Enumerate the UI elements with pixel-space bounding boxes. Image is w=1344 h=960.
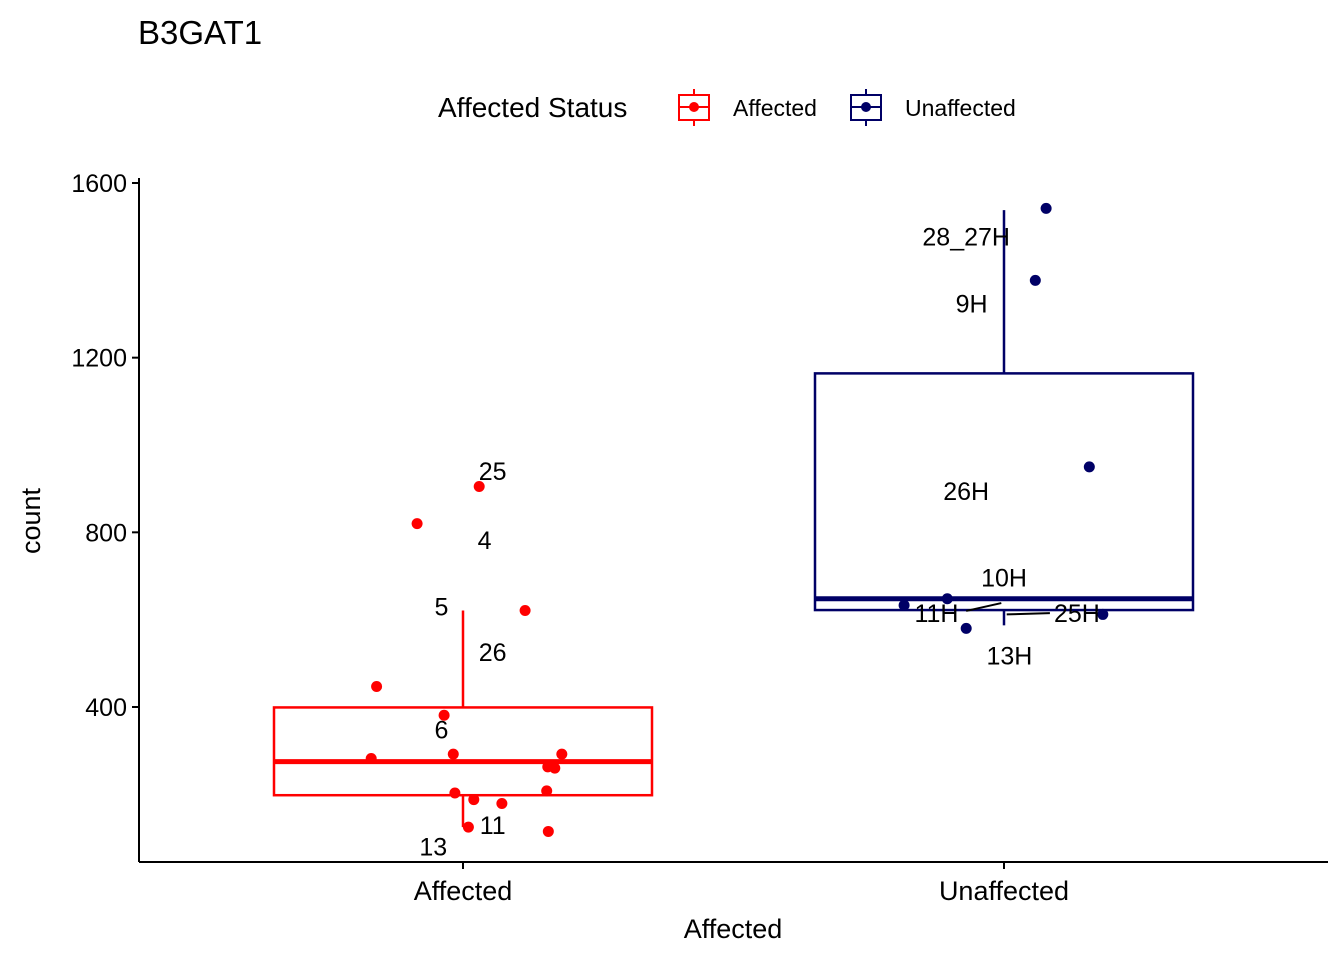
group-affected: 25 4 5 26 6 11 13 — [272, 458, 654, 862]
data-point-unaffected-4 — [1040, 202, 1052, 214]
data-point-affected-8 — [473, 480, 485, 492]
data-point-unaffected-6 — [1097, 608, 1109, 620]
legend-label-unaffected: Unaffected — [905, 95, 1016, 121]
data-point-affected-10 — [519, 604, 531, 616]
data-point-affected-4 — [447, 748, 459, 760]
plot-area: 25 4 5 26 6 11 13 28_27H 9H 26H 10H 11H 25H 13H — [272, 202, 1195, 862]
data-point-affected-15 — [556, 748, 568, 760]
data-point-affected-3 — [438, 709, 450, 721]
data-point-unaffected-5 — [1083, 461, 1095, 473]
box-unaffected — [813, 372, 1195, 612]
x-axis-title: Affected — [684, 914, 783, 944]
label-connector-unaffected-0 — [965, 602, 1002, 612]
point-label-11h: 11H — [914, 600, 958, 628]
data-point-affected-6 — [462, 821, 474, 833]
point-label-28_27h: 28_27H — [922, 224, 1010, 252]
point-label-26h: 26H — [943, 478, 989, 506]
data-point-unaffected-3 — [1029, 274, 1041, 286]
y-tick-label-1200: 1200 — [71, 345, 127, 373]
point-label-9h: 9H — [956, 291, 988, 319]
data-point-affected-9 — [496, 798, 508, 810]
y-tick-label-800: 800 — [85, 519, 127, 547]
data-point-affected-0 — [365, 753, 377, 765]
label-connector-unaffected-1 — [1006, 612, 1050, 616]
legend-label-affected: Affected — [733, 95, 817, 121]
point-label-13: 13 — [419, 834, 447, 862]
point-label-11: 11 — [480, 812, 506, 840]
point-label-13h: 13H — [986, 642, 1032, 670]
data-point-affected-11 — [541, 785, 553, 797]
group-unaffected: 28_27H 9H 26H 10H 11H 25H 13H — [813, 202, 1195, 670]
point-label-10h: 10H — [981, 564, 1027, 592]
y-tick-label-400: 400 — [85, 694, 127, 722]
data-point-unaffected-1 — [941, 593, 953, 605]
data-point-affected-1 — [371, 680, 383, 692]
legend: Affected Status Affected Unaffected — [438, 89, 1016, 126]
point-label-6: 6 — [434, 717, 448, 745]
x-tick-label-unaffected: Unaffected — [939, 876, 1069, 906]
data-point-affected-7 — [468, 794, 480, 806]
legend-title: Affected Status — [438, 92, 627, 123]
data-point-affected-13 — [542, 825, 554, 837]
point-label-5: 5 — [434, 594, 448, 622]
point-label-25: 25 — [479, 458, 507, 486]
data-point-unaffected-0 — [898, 599, 910, 611]
legend-key-affected — [678, 89, 710, 126]
point-label-25h: 25H — [1054, 600, 1100, 628]
axes: 400 800 1200 1600 Affected Unaffected — [71, 170, 1328, 906]
y-tick-label-1600: 1600 — [71, 170, 127, 198]
x-tick-label-affected: Affected — [414, 876, 513, 906]
data-point-affected-2 — [411, 518, 423, 530]
point-label-4: 4 — [478, 527, 492, 555]
data-point-affected-5 — [449, 787, 461, 799]
point-label-26: 26 — [479, 639, 507, 667]
legend-key-unaffected — [850, 89, 882, 126]
data-point-affected-14 — [549, 762, 561, 774]
y-axis-title: count — [16, 487, 46, 554]
box-affected — [272, 706, 654, 797]
chart-title: B3GAT1 — [138, 14, 262, 51]
data-point-unaffected-2 — [960, 622, 972, 634]
